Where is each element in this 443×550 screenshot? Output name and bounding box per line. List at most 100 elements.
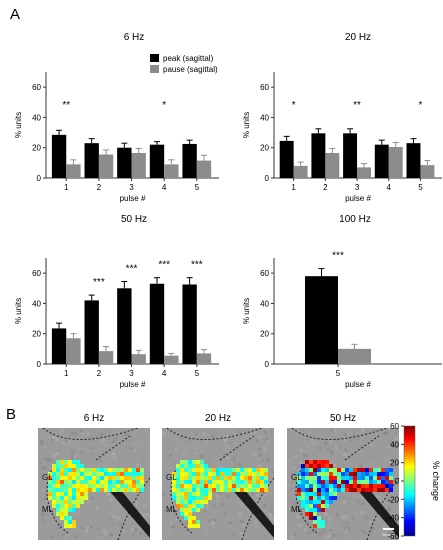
heatmap-cell bbox=[264, 468, 268, 472]
layer-boundary bbox=[291, 427, 388, 440]
heatmap-cell bbox=[200, 476, 204, 480]
micrograph-texture bbox=[43, 471, 47, 475]
heatmap-cell bbox=[188, 484, 192, 488]
micrograph-texture bbox=[134, 432, 138, 436]
heatmap-cell bbox=[184, 472, 188, 476]
micrograph-texture bbox=[99, 429, 103, 433]
micrograph-texture bbox=[192, 529, 196, 533]
micrograph-texture bbox=[51, 436, 55, 440]
micrograph-texture bbox=[141, 514, 145, 518]
colorbar-ticks: 60 40 20 0 -20 -40 -60 bbox=[387, 422, 404, 541]
micrograph-texture bbox=[109, 452, 113, 456]
micrograph-texture bbox=[204, 531, 208, 535]
heatmap-cell bbox=[232, 476, 236, 480]
heatmap-cell bbox=[192, 496, 196, 500]
heatmap-cell bbox=[196, 492, 200, 496]
heatmap-cell bbox=[301, 476, 305, 480]
micrograph-texture bbox=[86, 534, 90, 538]
micrograph-texture bbox=[55, 452, 59, 456]
heatmap-cell bbox=[373, 468, 377, 472]
heatmap-cell bbox=[100, 480, 104, 484]
heatmap-cell bbox=[349, 476, 353, 480]
micrograph-texture bbox=[42, 536, 46, 540]
heatmap-cell bbox=[301, 484, 305, 488]
heatmap-cell bbox=[365, 476, 369, 480]
micrograph-texture bbox=[347, 432, 351, 436]
heatmap-cell bbox=[64, 516, 68, 520]
micrograph-texture bbox=[163, 533, 167, 537]
micrograph-texture bbox=[360, 511, 364, 515]
micrograph-texture bbox=[221, 437, 225, 441]
heatmap-cell bbox=[385, 480, 389, 484]
heatmap-cell bbox=[309, 480, 313, 484]
heatmap-cell bbox=[64, 500, 68, 504]
x-tick-label: 2 bbox=[323, 183, 328, 192]
heatmap-cell bbox=[60, 460, 64, 464]
heatmap-cell bbox=[212, 484, 216, 488]
heatmap-cell bbox=[56, 476, 60, 480]
micrograph-texture bbox=[135, 464, 139, 468]
heatmap-cell bbox=[84, 468, 88, 472]
heatmap-cell bbox=[136, 488, 140, 492]
heatmap-cell bbox=[325, 496, 329, 500]
heatmap-cell bbox=[220, 476, 224, 480]
micrograph-texture bbox=[70, 457, 74, 461]
micrograph-texture bbox=[303, 453, 307, 457]
category-1: 1 bbox=[51, 322, 81, 378]
micrograph-texture bbox=[241, 439, 245, 443]
heatmap-cell bbox=[301, 488, 305, 492]
heatmap-cell bbox=[112, 468, 116, 472]
heatmap-cell bbox=[264, 472, 268, 476]
heatmap-cell bbox=[60, 500, 64, 504]
heatmap-cell bbox=[305, 504, 309, 508]
micrograph-texture bbox=[80, 431, 84, 435]
heatmap-cell bbox=[260, 484, 264, 488]
micrograph-texture bbox=[329, 528, 333, 532]
heatmap-cell bbox=[317, 460, 321, 464]
heatmap-cell bbox=[297, 472, 301, 476]
micrograph-texture bbox=[395, 516, 399, 520]
micrograph-texture bbox=[369, 456, 373, 460]
heatmap-cell bbox=[240, 488, 244, 492]
legend: peak (sagittal) pause (sagittal) bbox=[150, 54, 218, 74]
micrograph-texture bbox=[86, 432, 90, 436]
heatmap-cell bbox=[365, 488, 369, 492]
micrograph-texture bbox=[308, 531, 312, 535]
heatmap-cell bbox=[321, 464, 325, 468]
micrograph-texture bbox=[235, 501, 239, 505]
micrograph-texture bbox=[358, 502, 362, 506]
heatmap-cell bbox=[112, 480, 116, 484]
micrograph-texture bbox=[216, 494, 220, 498]
heatmap-cell bbox=[309, 492, 313, 496]
micrograph-texture bbox=[377, 499, 381, 503]
heatmap-cell bbox=[204, 488, 208, 492]
y-tick-label: 60 bbox=[32, 269, 41, 278]
micrograph-texture bbox=[297, 468, 301, 472]
heatmap-cell bbox=[68, 492, 72, 496]
micrograph-texture bbox=[130, 494, 134, 498]
heatmap-cell bbox=[321, 504, 325, 508]
micrograph-texture bbox=[177, 528, 181, 532]
heatmap-cell bbox=[317, 488, 321, 492]
micrograph-texture bbox=[45, 499, 49, 503]
region-label-gl: GL bbox=[291, 473, 302, 482]
heatmap-cell bbox=[96, 484, 100, 488]
micrograph-texture bbox=[83, 448, 87, 452]
micrograph-texture bbox=[256, 493, 260, 497]
micrograph-texture bbox=[358, 445, 362, 449]
micrograph-texture bbox=[52, 514, 56, 518]
heatmap-cell bbox=[220, 468, 224, 472]
micrograph-texture bbox=[381, 501, 385, 505]
micrograph-texture bbox=[259, 454, 263, 458]
heatmap-cell bbox=[252, 484, 256, 488]
bar-peak bbox=[51, 134, 67, 178]
micrograph-texture bbox=[333, 437, 337, 441]
micrograph-texture bbox=[56, 438, 60, 442]
heatmap-cell bbox=[132, 480, 136, 484]
micrograph-texture bbox=[364, 531, 368, 535]
micrograph-texture bbox=[296, 429, 300, 433]
micrograph-texture bbox=[262, 508, 266, 512]
heatmap-panels: 6 Hz GL ML 20 Hz GL ML 50 Hz GL ML 50 µm bbox=[38, 413, 400, 541]
micrograph-texture bbox=[68, 433, 72, 437]
